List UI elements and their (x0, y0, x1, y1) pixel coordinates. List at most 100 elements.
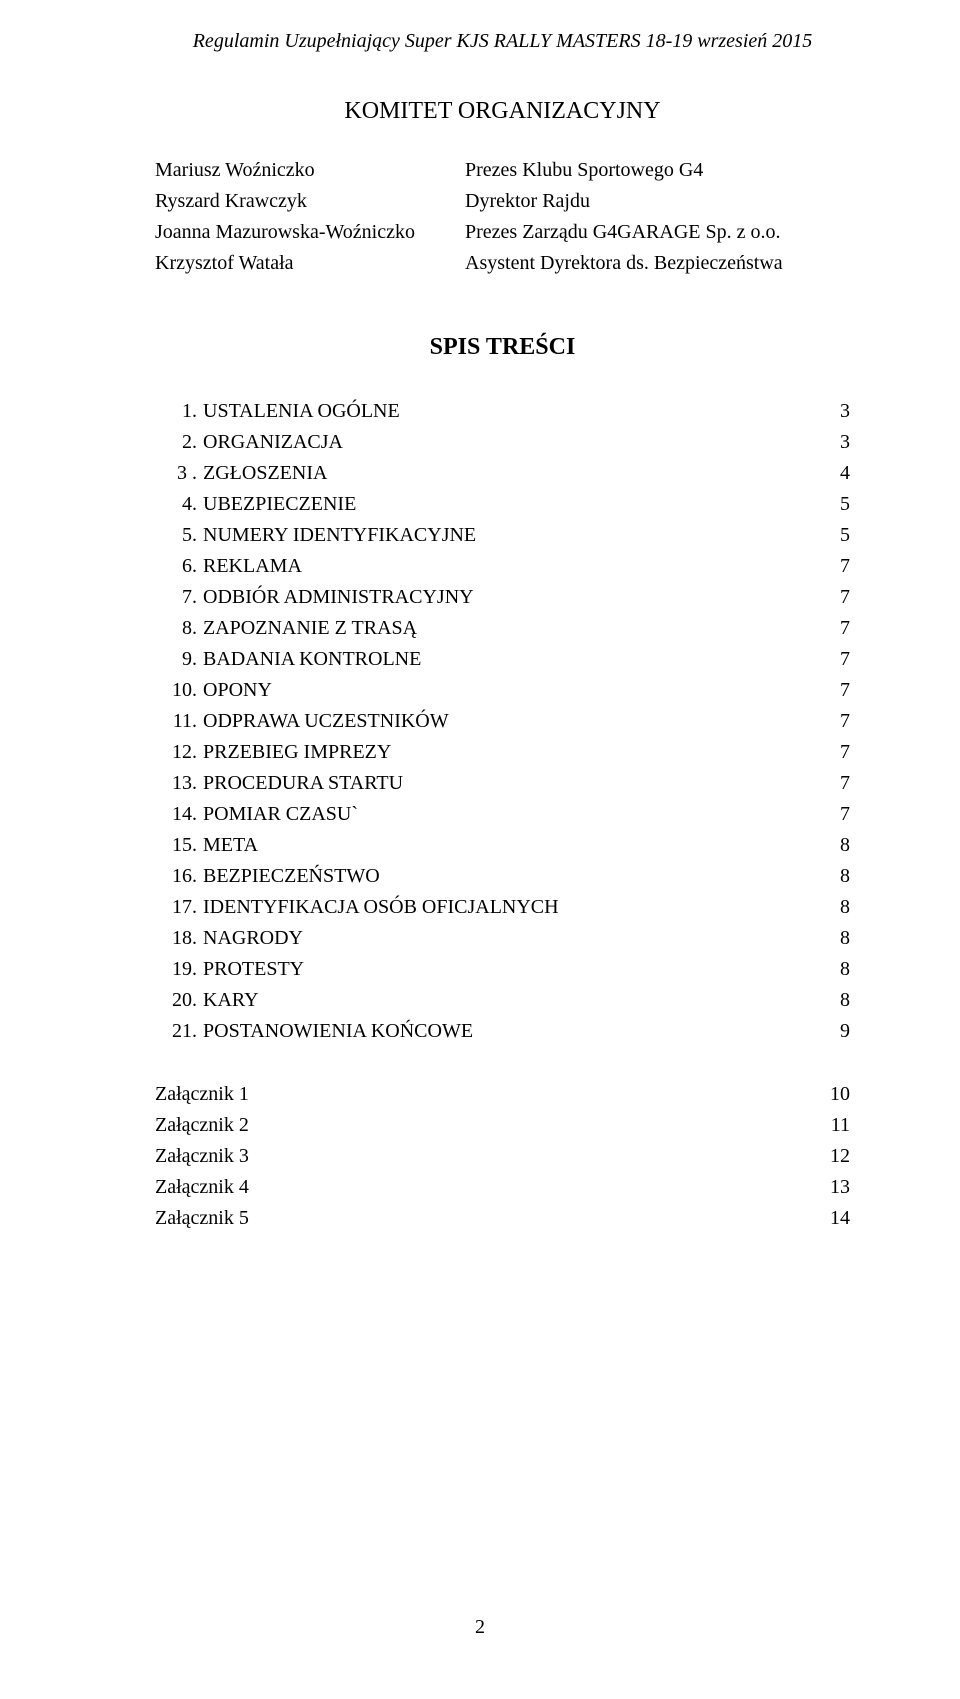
toc-num: 16. (155, 861, 203, 892)
toc-page: 5 (810, 520, 850, 551)
toc-label: ODPRAWA UCZESTNIKÓW (203, 706, 810, 737)
attachment-row: Załącznik 211 (155, 1110, 850, 1141)
committee-role: Asystent Dyrektora ds. Bezpieczeństwa (465, 248, 850, 279)
toc-row: 4.UBEZPIECZENIE5 (155, 489, 850, 520)
toc-row: 16.BEZPIECZEŃSTWO8 (155, 861, 850, 892)
toc-label: ORGANIZACJA (203, 427, 810, 458)
attachment-page: 10 (810, 1079, 850, 1110)
committee-row: Mariusz Woźniczko Prezes Klubu Sportoweg… (155, 155, 850, 186)
toc-row: 2.ORGANIZACJA3 (155, 427, 850, 458)
toc-label: POMIAR CZASU` (203, 799, 810, 830)
toc-page: 7 (810, 551, 850, 582)
committee-role: Dyrektor Rajdu (465, 186, 850, 217)
toc-row: 6.REKLAMA7 (155, 551, 850, 582)
committee-row: Krzysztof Watała Asystent Dyrektora ds. … (155, 248, 850, 279)
toc-num: 13. (155, 768, 203, 799)
toc-label: BEZPIECZEŃSTWO (203, 861, 810, 892)
toc-num: 3 . (155, 458, 203, 489)
toc-row: 17.IDENTYFIKACJA OSÓB OFICJALNYCH8 (155, 892, 850, 923)
toc-label: REKLAMA (203, 551, 810, 582)
toc-page: 3 (810, 427, 850, 458)
toc-page: 7 (810, 613, 850, 644)
toc-page: 8 (810, 923, 850, 954)
attachment-page: 14 (810, 1203, 850, 1234)
toc-list: 1.USTALENIA OGÓLNE3 2.ORGANIZACJA3 3 .ZG… (155, 396, 850, 1047)
toc-row: 15.META8 (155, 830, 850, 861)
attachment-page: 13 (810, 1172, 850, 1203)
committee-name: Ryszard Krawczyk (155, 186, 465, 217)
toc-label: NUMERY IDENTYFIKACYJNE (203, 520, 810, 551)
toc-label: ZGŁOSZENIA (203, 458, 810, 489)
toc-row: 9.BADANIA KONTROLNE7 (155, 644, 850, 675)
toc-page: 4 (810, 458, 850, 489)
toc-label: IDENTYFIKACJA OSÓB OFICJALNYCH (203, 892, 810, 923)
attachment-label: Załącznik 1 (155, 1079, 810, 1110)
toc-num: 8. (155, 613, 203, 644)
committee-row: Ryszard Krawczyk Dyrektor Rajdu (155, 186, 850, 217)
toc-num: 5. (155, 520, 203, 551)
toc-label: PROTESTY (203, 954, 810, 985)
attachments-list: Załącznik 110 Załącznik 211 Załącznik 31… (155, 1079, 850, 1234)
toc-page: 7 (810, 706, 850, 737)
attachment-row: Załącznik 312 (155, 1141, 850, 1172)
toc-row: 21.POSTANOWIENIA KOŃCOWE9 (155, 1016, 850, 1047)
toc-row: 14.POMIAR CZASU`7 (155, 799, 850, 830)
toc-row: 13.PROCEDURA STARTU7 (155, 768, 850, 799)
toc-row: 18.NAGRODY8 (155, 923, 850, 954)
toc-num: 1. (155, 396, 203, 427)
toc-num: 2. (155, 427, 203, 458)
toc-label: PRZEBIEG IMPREZY (203, 737, 810, 768)
toc-page: 7 (810, 799, 850, 830)
toc-page: 7 (810, 582, 850, 613)
toc-page: 7 (810, 768, 850, 799)
toc-label: OPONY (203, 675, 810, 706)
toc-page: 8 (810, 985, 850, 1016)
toc-row: 3 .ZGŁOSZENIA4 (155, 458, 850, 489)
committee-row: Joanna Mazurowska-Woźniczko Prezes Zarzą… (155, 217, 850, 248)
toc-row: 7.ODBIÓR ADMINISTRACYJNY7 (155, 582, 850, 613)
toc-label: ZAPOZNANIE Z TRASĄ (203, 613, 810, 644)
toc-num: 9. (155, 644, 203, 675)
toc-row: 8.ZAPOZNANIE Z TRASĄ7 (155, 613, 850, 644)
attachment-page: 12 (810, 1141, 850, 1172)
toc-num: 10. (155, 675, 203, 706)
toc-page: 5 (810, 489, 850, 520)
toc-label: USTALENIA OGÓLNE (203, 396, 810, 427)
toc-num: 17. (155, 892, 203, 923)
toc-num: 21. (155, 1016, 203, 1047)
attachment-label: Załącznik 2 (155, 1110, 810, 1141)
committee-name: Mariusz Woźniczko (155, 155, 465, 186)
committee-role: Prezes Klubu Sportowego G4 (465, 155, 850, 186)
toc-num: 14. (155, 799, 203, 830)
toc-row: 5.NUMERY IDENTYFIKACYJNE5 (155, 520, 850, 551)
committee-name: Joanna Mazurowska-Woźniczko (155, 217, 465, 248)
toc-page: 7 (810, 675, 850, 706)
toc-label: POSTANOWIENIA KOŃCOWE (203, 1016, 810, 1047)
attachment-row: Załącznik 110 (155, 1079, 850, 1110)
committee-role: Prezes Zarządu G4GARAGE Sp. z o.o. (465, 217, 850, 248)
attachment-row: Załącznik 514 (155, 1203, 850, 1234)
toc-page: 8 (810, 861, 850, 892)
toc-num: 6. (155, 551, 203, 582)
toc-row: 19.PROTESTY8 (155, 954, 850, 985)
attachment-page: 11 (810, 1110, 850, 1141)
toc-row: 11.ODPRAWA UCZESTNIKÓW7 (155, 706, 850, 737)
toc-label: PROCEDURA STARTU (203, 768, 810, 799)
toc-row: 1.USTALENIA OGÓLNE3 (155, 396, 850, 427)
toc-page: 3 (810, 396, 850, 427)
toc-num: 18. (155, 923, 203, 954)
toc-label: UBEZPIECZENIE (203, 489, 810, 520)
toc-page: 7 (810, 644, 850, 675)
toc-row: 12.PRZEBIEG IMPREZY7 (155, 737, 850, 768)
attachment-row: Załącznik 413 (155, 1172, 850, 1203)
toc-page: 8 (810, 954, 850, 985)
toc-page: 8 (810, 892, 850, 923)
toc-num: 12. (155, 737, 203, 768)
toc-page: 8 (810, 830, 850, 861)
toc-num: 19. (155, 954, 203, 985)
committee-name: Krzysztof Watała (155, 248, 465, 279)
toc-label: KARY (203, 985, 810, 1016)
toc-label: ODBIÓR ADMINISTRACYJNY (203, 582, 810, 613)
document-page: Regulamin Uzupełniający Super KJS RALLY … (0, 0, 960, 1699)
toc-label: BADANIA KONTROLNE (203, 644, 810, 675)
